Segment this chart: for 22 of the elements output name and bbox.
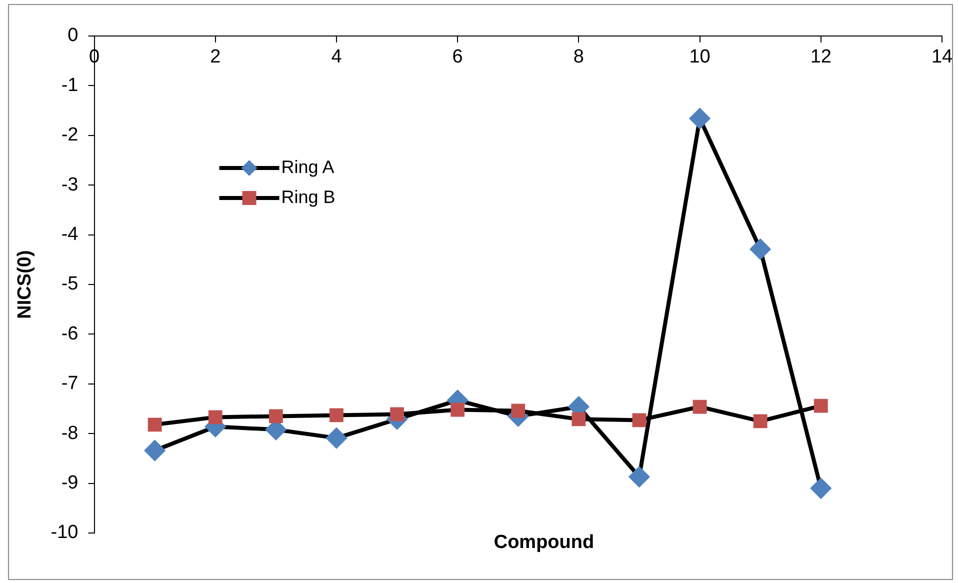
y-tick-label: -2: [61, 124, 78, 146]
y-tick-label: -6: [61, 323, 78, 344]
x-tick-label: 6: [452, 46, 463, 68]
x-axis-title: Compound: [494, 532, 594, 553]
y-tick-label: -8: [61, 422, 78, 444]
y-tick-label: 0: [68, 25, 78, 46]
x-tick-label: 12: [810, 46, 832, 68]
x-tick-label: 10: [689, 46, 710, 68]
y-tick-label: -5: [61, 274, 78, 295]
legend-label: Ring A: [281, 156, 334, 177]
y-tick-label: -7: [61, 373, 78, 394]
x-tick-label: 2: [210, 46, 221, 68]
y-tick-label: -10: [50, 522, 78, 544]
x-tick-label: 14: [931, 46, 953, 68]
legend-label: Ring B: [281, 186, 336, 207]
y-tick-label: -9: [61, 472, 78, 494]
x-tick-label: 8: [573, 46, 584, 68]
y-tick-label: -3: [61, 174, 78, 196]
y-axis-title: NICS(0): [14, 250, 36, 319]
y-tick-label: -4: [61, 224, 79, 246]
x-tick-label: 4: [331, 46, 342, 68]
y-tick-label: -1: [61, 74, 78, 96]
